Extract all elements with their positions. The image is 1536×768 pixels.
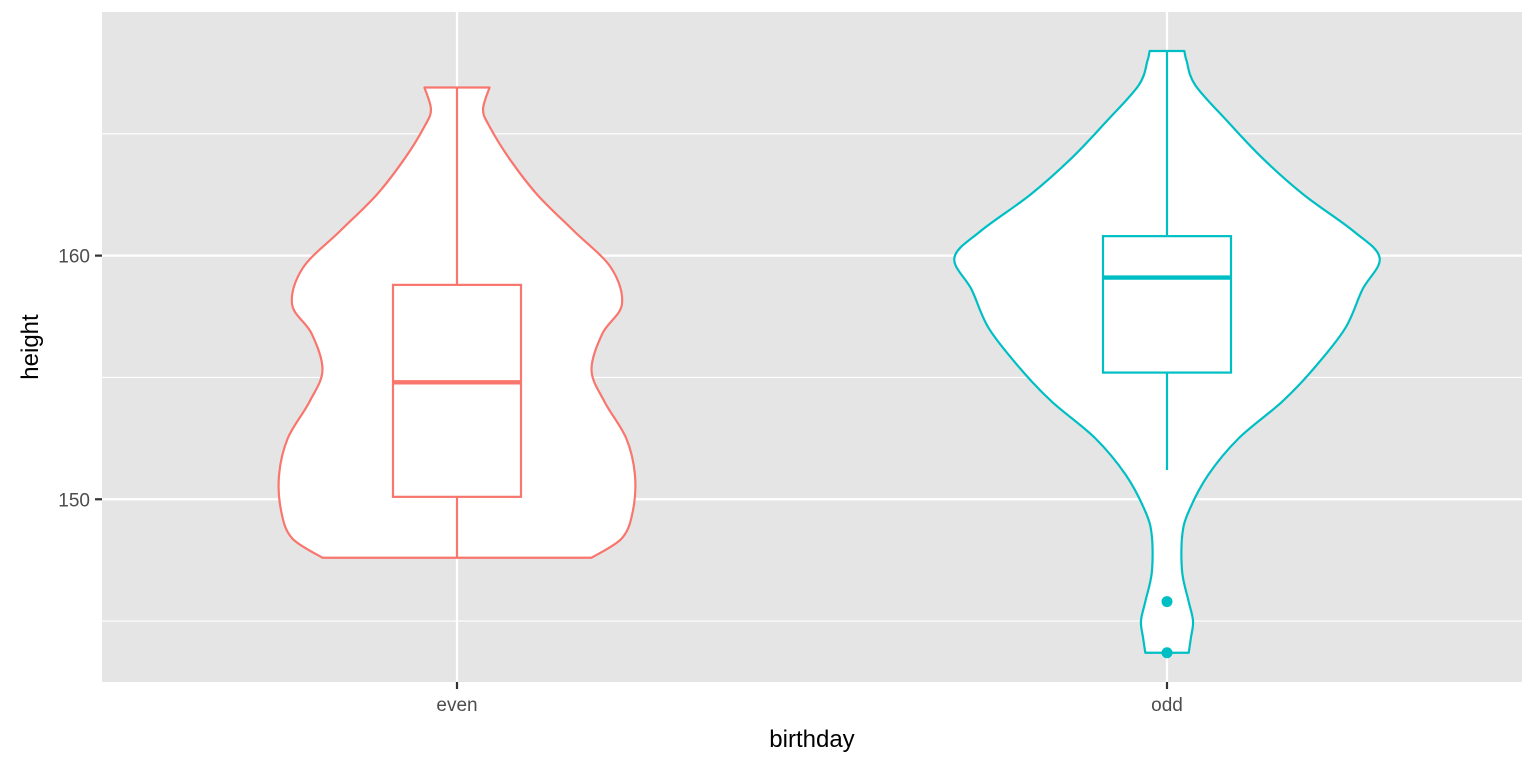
box-even [391, 283, 523, 498]
outliers [1161, 596, 1173, 659]
x-axis-title: birthday [769, 726, 854, 753]
y-axis-ticks: 150 160 [58, 247, 102, 511]
outlier-point-odd-1 [1161, 647, 1173, 659]
x-tick-label: odd [1151, 695, 1183, 716]
box-odd [1101, 235, 1233, 374]
outlier-point-odd-0 [1161, 596, 1173, 608]
y-axis-title: height [17, 314, 44, 380]
x-tick-label: even [436, 695, 477, 716]
y-tick-label: 150 [58, 490, 90, 511]
y-tick-label: 160 [58, 247, 90, 268]
x-axis-ticks: even odd [436, 682, 1183, 716]
boxplots [391, 50, 1233, 558]
